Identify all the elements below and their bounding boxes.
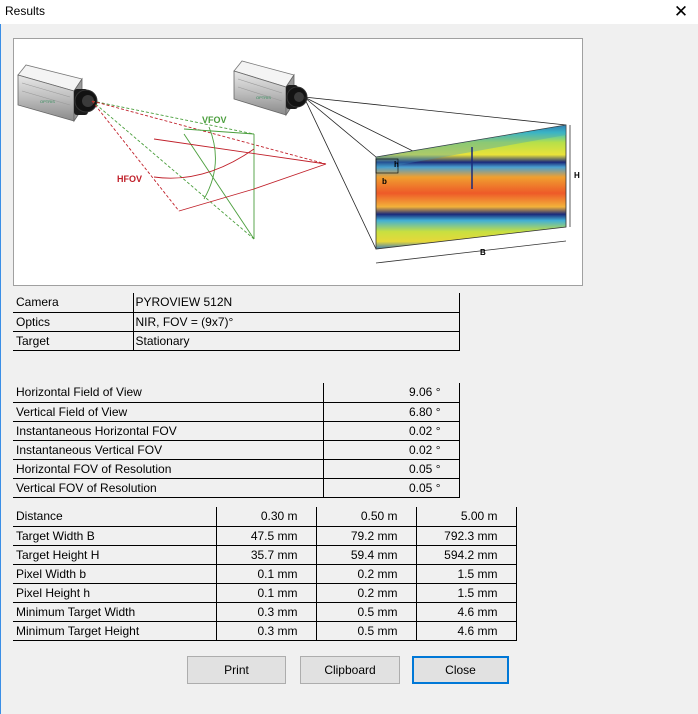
clipboard-button[interactable]: Clipboard: [300, 656, 400, 684]
cell-value: 59.4 mm: [316, 545, 417, 565]
fov-value: 0.05 °: [323, 459, 460, 479]
fov-value: 0.02 °: [323, 440, 460, 460]
fov-value: 9.06 °: [323, 383, 460, 403]
row-label: Pixel Height h: [13, 583, 217, 603]
row-label: Minimum Target Height: [13, 621, 217, 641]
cell-value: 35.7 mm: [216, 545, 317, 565]
fov-value: 6.80 °: [323, 402, 460, 422]
cell-value: 1.5 mm: [416, 564, 517, 584]
cell-value: 0.5 mm: [316, 602, 417, 622]
close-icon[interactable]: ✕: [673, 2, 689, 21]
fov-rays: [91, 100, 327, 240]
table-row: Instantaneous Vertical FOV 0.02 °: [13, 440, 460, 460]
window-border: [0, 24, 1, 714]
table-row: Target Width B 47.5 mm 79.2 mm 792.3 mm: [13, 526, 517, 546]
fov-label: Horizontal FOV of Resolution: [13, 459, 324, 479]
info-label: Target: [13, 331, 134, 351]
thermal-image: [375, 124, 567, 250]
fov-label: Horizontal Field of View: [13, 383, 324, 403]
info-label: Camera: [13, 293, 134, 313]
fov-table: Horizontal Field of View 9.06 ° Vertical…: [13, 383, 460, 498]
fov-value: 0.02 °: [323, 421, 460, 441]
cell-value: 594.2 mm: [416, 545, 517, 565]
cell-value: 0.3 mm: [216, 621, 317, 641]
hfov-label: HFOV: [117, 174, 142, 184]
cell-value: 4.6 mm: [416, 621, 517, 641]
print-button[interactable]: Print: [187, 656, 286, 684]
row-label: Target Width B: [13, 526, 217, 546]
info-value: NIR, FOV = (9x7)°: [133, 312, 460, 332]
camera-left-icon: OPTRIS: [17, 64, 98, 123]
title-bar: Results ✕: [0, 0, 698, 24]
distance-header-value: 0.50 m: [316, 507, 417, 527]
cell-value: 0.2 mm: [316, 564, 417, 584]
cell-value: 0.1 mm: [216, 564, 317, 584]
distance-table: Distance 0.30 m 0.50 m 5.00 m Target Wid…: [13, 507, 517, 641]
camera-right-icon: OPTRIS: [233, 60, 308, 117]
info-value: Stationary: [133, 331, 460, 351]
fov-label: Vertical FOV of Resolution: [13, 478, 324, 498]
table-row: Instantaneous Horizontal FOV 0.02 °: [13, 421, 460, 441]
cell-value: 792.3 mm: [416, 526, 517, 546]
fov-value: 0.05 °: [323, 478, 460, 498]
window-title: Results: [5, 4, 46, 18]
pixel-width-label: b: [382, 177, 387, 186]
distance-header-label: Distance: [13, 507, 217, 527]
vfov-label: VFOV: [202, 115, 227, 125]
fov-label: Instantaneous Vertical FOV: [13, 440, 324, 460]
table-row: Vertical FOV of Resolution 0.05 °: [13, 478, 460, 498]
target-width-label: B: [480, 248, 486, 257]
svg-text:OPTRIS: OPTRIS: [256, 95, 271, 100]
table-row: Optics NIR, FOV = (9x7)°: [13, 312, 460, 332]
cell-value: 0.1 mm: [216, 583, 317, 603]
table-row: Target Stationary: [13, 331, 460, 351]
info-value: PYROVIEW 512N: [133, 293, 460, 313]
cell-value: 1.5 mm: [416, 583, 517, 603]
distance-header-value: 5.00 m: [416, 507, 517, 527]
table-row: Vertical Field of View 6.80 °: [13, 402, 460, 422]
fov-label: Instantaneous Horizontal FOV: [13, 421, 324, 441]
cell-value: 0.5 mm: [316, 621, 417, 641]
row-label: Pixel Width b: [13, 564, 217, 584]
row-label: Minimum Target Width: [13, 602, 217, 622]
target-height-label: H: [574, 171, 580, 180]
dimension-lines: [375, 125, 571, 264]
cell-value: 4.6 mm: [416, 602, 517, 622]
close-button[interactable]: Close: [412, 656, 509, 684]
pixel-height-label: h: [394, 160, 399, 169]
cell-value: 0.2 mm: [316, 583, 417, 603]
cell-value: 79.2 mm: [316, 526, 417, 546]
cell-value: 0.3 mm: [216, 602, 317, 622]
cell-value: 47.5 mm: [216, 526, 317, 546]
table-row: Minimum Target Height 0.3 mm 0.5 mm 4.6 …: [13, 621, 517, 641]
row-label: Target Height H: [13, 545, 217, 565]
table-row: Camera PYROVIEW 512N: [13, 293, 460, 313]
distance-header-value: 0.30 m: [216, 507, 317, 527]
camera-info-table: Camera PYROVIEW 512N Optics NIR, FOV = (…: [13, 293, 460, 351]
svg-text:OPTRIS: OPTRIS: [40, 99, 55, 104]
table-row: Horizontal FOV of Resolution 0.05 °: [13, 459, 460, 479]
table-row: Horizontal Field of View 9.06 °: [13, 383, 460, 403]
table-row: Pixel Height h 0.1 mm 0.2 mm 1.5 mm: [13, 583, 517, 603]
fov-diagram: OPTRIS VFOV HFOV: [13, 38, 583, 286]
table-row: Pixel Width b 0.1 mm 0.2 mm 1.5 mm: [13, 564, 517, 584]
table-row: Target Height H 35.7 mm 59.4 mm 594.2 mm: [13, 545, 517, 565]
table-header-row: Distance 0.30 m 0.50 m 5.00 m: [13, 507, 517, 527]
table-row: Minimum Target Width 0.3 mm 0.5 mm 4.6 m…: [13, 602, 517, 622]
fov-label: Vertical Field of View: [13, 402, 324, 422]
info-label: Optics: [13, 312, 134, 332]
fov-diagram-svg: OPTRIS VFOV HFOV: [17, 60, 580, 264]
